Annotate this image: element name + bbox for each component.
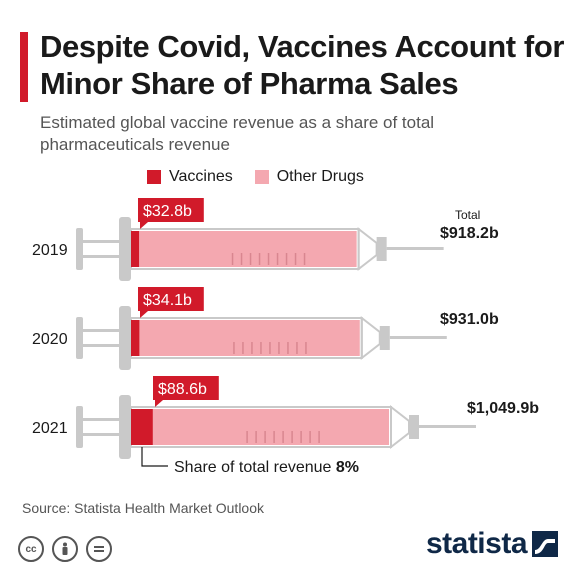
legend-swatch-other-drugs	[254, 170, 269, 184]
syringe-chart: 2019 $32.8b Total $918.2b 2020 $34.1b $931.0b 2…	[32, 198, 539, 476]
plunger-rod	[83, 433, 123, 436]
legend: Vaccines Other Drugs	[147, 168, 386, 186]
year-label: 2020	[32, 331, 68, 348]
needle-hub	[379, 326, 390, 350]
share-leader-line	[141, 447, 168, 467]
plunger-handle	[76, 317, 83, 359]
logo-mark-icon	[532, 531, 558, 557]
vaccine-value-label: $88.6b	[158, 381, 207, 398]
bar-vaccines	[131, 231, 140, 267]
total-value-label: $931.0b	[440, 311, 499, 328]
year-label: 2019	[32, 242, 68, 259]
plunger-rod	[83, 418, 123, 421]
needle	[386, 247, 444, 250]
syringe-flange	[119, 395, 131, 459]
vaccine-value-label: $34.1b	[143, 292, 192, 309]
bar-vaccines	[131, 409, 153, 445]
vaccine-value-badge	[138, 287, 204, 311]
total-value-label: $918.2b	[440, 225, 499, 242]
plunger-handle	[76, 228, 83, 270]
year-label: 2021	[32, 420, 68, 437]
legend-label-vaccines: Vaccines	[169, 168, 233, 185]
bar-other-drugs	[131, 409, 389, 445]
needle	[389, 336, 447, 339]
share-annotation: Share of total revenue 8%	[174, 459, 359, 476]
legend-item-other-drugs: Other Drugs	[254, 168, 364, 186]
plunger-rod	[83, 329, 123, 332]
plunger-handle	[76, 406, 83, 448]
badge-pointer	[140, 222, 148, 229]
syringe-tip	[390, 404, 410, 450]
statista-logo: statista	[426, 527, 558, 561]
vaccine-value-badge	[138, 198, 204, 222]
accent-bar	[20, 32, 28, 102]
total-caption: Total	[455, 208, 480, 222]
needle	[419, 425, 476, 428]
bar-other-drugs	[131, 320, 360, 356]
bar-vaccines	[131, 320, 140, 356]
badge-pointer	[155, 400, 163, 407]
no-derivatives-icon	[86, 536, 112, 562]
syringe-flange	[119, 217, 131, 281]
syringe-tip	[357, 226, 378, 272]
license-icons: cc	[18, 536, 120, 562]
chart-subtitle: Estimated global vaccine revenue as a sh…	[40, 113, 435, 154]
legend-item-vaccines: Vaccines	[147, 168, 233, 186]
total-value-label: $1,049.9b	[467, 400, 539, 417]
needle-hub	[376, 237, 387, 261]
attribution-icon	[52, 536, 78, 562]
cc-icon: cc	[18, 536, 44, 562]
legend-label-other-drugs: Other Drugs	[276, 168, 364, 185]
legend-swatch-vaccines	[147, 170, 161, 184]
needle-hub	[409, 415, 419, 439]
syringe-flange	[119, 306, 131, 370]
plunger-rod	[83, 240, 123, 243]
source-note: Source: Statista Health Market Outlook	[22, 500, 264, 516]
logo-wordmark: statista	[425, 527, 528, 560]
vaccine-value-badge	[153, 376, 219, 400]
vaccine-value-label: $32.8b	[143, 203, 192, 220]
plunger-rod	[83, 255, 123, 258]
chart-title: Despite Covid, Vaccines Account for Mino…	[40, 29, 565, 101]
bar-other-drugs	[131, 231, 357, 267]
syringe-tip	[360, 315, 381, 361]
badge-pointer	[140, 311, 148, 318]
plunger-rod	[83, 344, 123, 347]
